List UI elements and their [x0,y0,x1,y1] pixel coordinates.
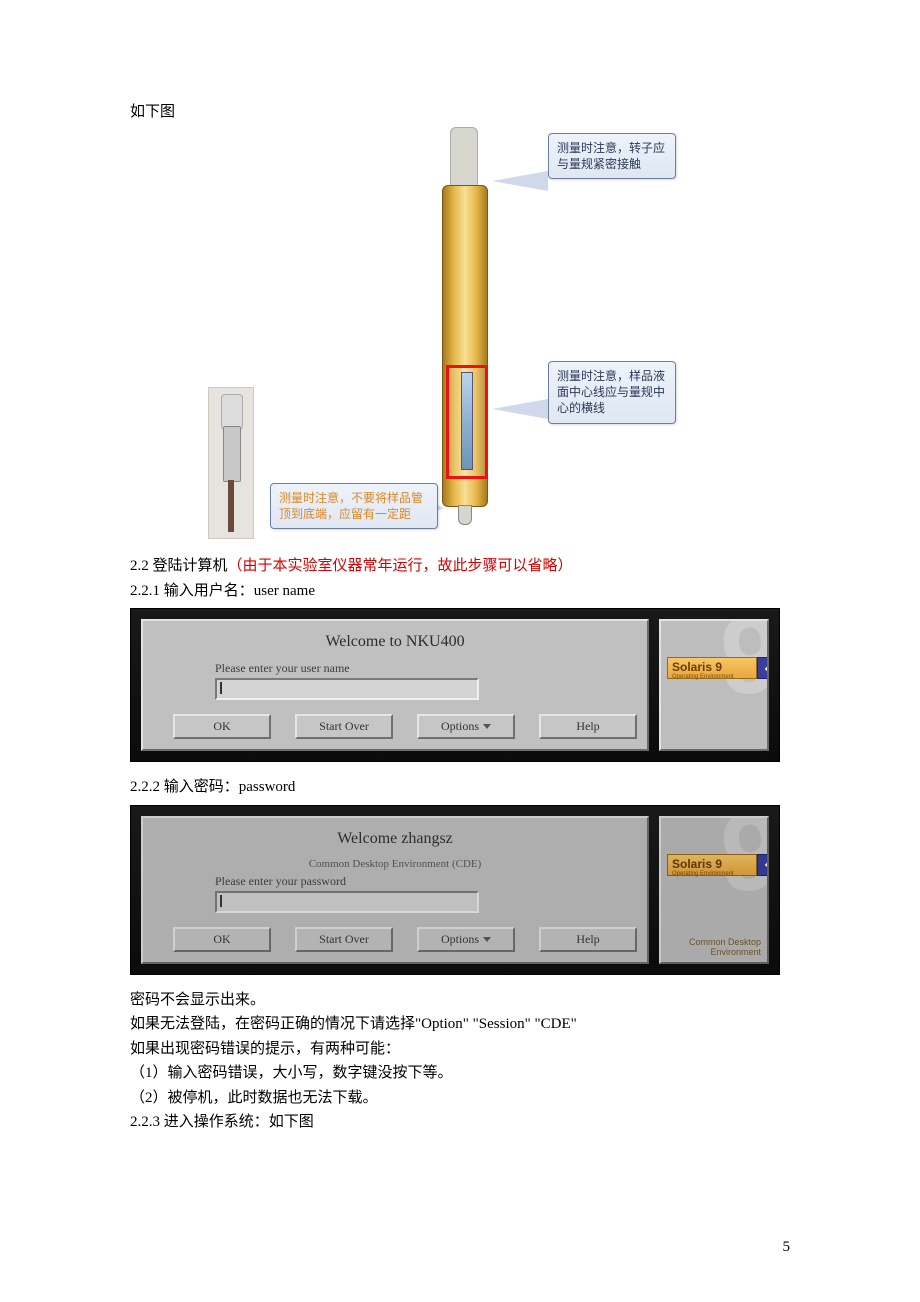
login2-subline: Common Desktop Environment (CDE) [153,858,637,870]
gold-tube [428,127,500,527]
gauge-inner [461,372,473,470]
note-line-5: （2）被停机，此时数据也无法下载。 [130,1087,790,1110]
solaris-sub: Operating Environment [672,674,752,680]
help-button[interactable]: Help [539,927,637,952]
callout-top: 测量时注意，转子应与量规紧密接触 [548,133,676,179]
solaris-sub: Operating Environment [672,871,752,877]
caret-icon [220,682,222,694]
small-tube-cap [221,394,243,430]
solaris-label: Solaris 9 [672,857,722,871]
start-over-label: Start Over [319,719,369,734]
ok-button[interactable]: OK [173,714,271,739]
options-label: Options [441,932,479,947]
callout-bottom: 测量时注意，不要将样品管顶到底端，应留有一定距 [270,483,438,529]
section-2-2-1: 2.2.1 输入用户名：user name [130,580,790,603]
login2-welcome: Welcome zhangsz [153,830,637,848]
login-screenshot-2: Welcome zhangsz Common Desktop Environme… [130,805,780,975]
ok-button-label: OK [213,932,230,947]
gauge-highlight-box [446,365,488,479]
login1-brand-panel: 9 Solaris 9 Operating Environment ◆Sun [659,619,769,751]
small-tube [208,387,254,539]
section-2-2-3: 2.2.3 进入操作系统：如下图 [130,1111,790,1134]
callout-pointer-top [492,171,548,191]
solaris-badge: Solaris 9 Operating Environment ◆Sun [667,657,769,679]
help-label: Help [576,932,599,947]
section-2-2-2: 2.2.2 输入密码：password [130,776,790,799]
login-screenshot-1: Welcome to NKU400 Please enter your user… [130,608,780,762]
login1-prompt: Please enter your user name [215,661,637,676]
login1-panel: Welcome to NKU400 Please enter your user… [141,619,649,751]
username-input[interactable] [215,678,479,700]
sun-logo: ◆Sun [757,657,769,679]
ok-button-label: OK [213,719,230,734]
sun-logo: ◆Sun [757,854,769,876]
help-button[interactable]: Help [539,714,637,739]
note-line-1: 密码不会显示出来。 [130,989,790,1012]
section-2-2-red: （由于本实验室仪器常年运行，故此步骤可以省略） [228,558,573,574]
callout-bottom-text: 测量时注意，不要将样品管顶到底端，应留有一定距 [279,491,423,521]
start-over-label: Start Over [319,932,369,947]
note-line-3: 如果出现密码错误的提示，有两种可能： [130,1038,790,1061]
section-2-2-prefix: 2.2 登陆计算机 [130,558,228,574]
intro-text: 如下图 [130,100,790,121]
options-button[interactable]: Options [417,714,515,739]
options-label: Options [441,719,479,734]
solaris-badge: Solaris 9 Operating Environment ◆Sun [667,854,769,876]
chevron-down-icon [483,937,491,942]
tube-cap [450,127,478,189]
password-input[interactable] [215,891,479,913]
help-label: Help [576,719,599,734]
login2-prompt: Please enter your password [215,874,637,889]
tube-tip [458,505,472,525]
start-over-button[interactable]: Start Over [295,927,393,952]
ok-button[interactable]: OK [173,927,271,952]
login2-brand-panel: 9 Solaris 9 Operating Environment ◆Sun C… [659,816,769,964]
page-number: 5 [783,1239,791,1256]
login1-welcome: Welcome to NKU400 [153,633,637,651]
small-tube-stem [228,480,234,532]
note-line-4: （1）输入密码错误，大小写，数字键没按下等。 [130,1062,790,1085]
cde-corner-label: Common Desktop Environment [661,938,761,958]
callout-pointer-mid [492,399,548,419]
section-2-2: 2.2 登陆计算机（由于本实验室仪器常年运行，故此步骤可以省略） [130,555,790,578]
note-line-2: 如果无法登陆，在密码正确的情况下请选择"Option" "Session" "C… [130,1013,790,1036]
small-tube-body [223,426,241,482]
caret-icon [220,895,222,907]
solaris-label: Solaris 9 [672,660,722,674]
options-button[interactable]: Options [417,927,515,952]
start-over-button[interactable]: Start Over [295,714,393,739]
chevron-down-icon [483,724,491,729]
instrument-diagram: 测量时注意，转子应与量规紧密接触 测量时注意，样品液面中心线应与量规中心的横线 … [190,127,730,547]
login2-panel: Welcome zhangsz Common Desktop Environme… [141,816,649,964]
callout-mid: 测量时注意，样品液面中心线应与量规中心的横线 [548,361,676,424]
